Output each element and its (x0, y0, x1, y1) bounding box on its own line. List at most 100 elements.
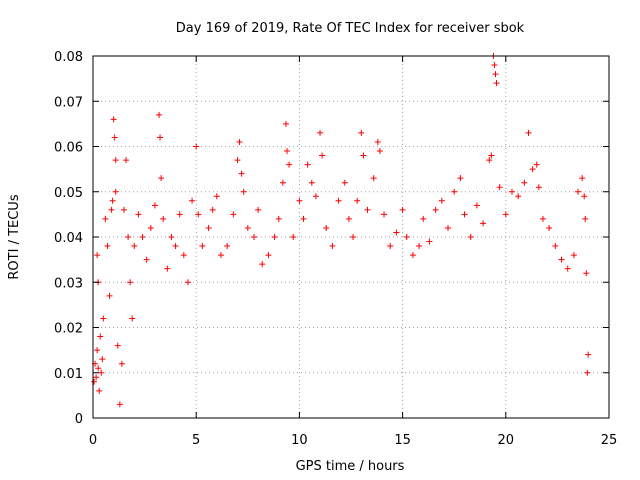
data-point (271, 234, 278, 240)
data-point (546, 224, 553, 231)
data-point (114, 342, 121, 349)
data-point (438, 197, 445, 204)
data-point (109, 197, 116, 204)
data-point (156, 111, 163, 118)
data-point (582, 215, 589, 222)
data-point (102, 215, 109, 222)
data-point (99, 356, 106, 363)
data-point (354, 197, 361, 204)
data-point (473, 202, 480, 209)
x-tick-label: 0 (89, 433, 97, 448)
y-tick-label: 0.08 (54, 50, 83, 65)
x-tick-label: 25 (601, 433, 618, 448)
data-point (205, 224, 212, 231)
data-point (491, 62, 498, 69)
data-point (184, 279, 191, 286)
data-point (341, 179, 348, 186)
data-point (108, 206, 115, 213)
data-point (112, 157, 119, 164)
data-point (284, 148, 291, 155)
data-point (234, 157, 241, 164)
data-point (193, 143, 200, 150)
y-tick-label: 0.06 (54, 141, 83, 156)
data-point (176, 211, 183, 218)
data-point (180, 252, 187, 259)
data-point (486, 157, 493, 164)
data-point (240, 188, 247, 195)
data-point (139, 234, 146, 240)
data-point (123, 157, 130, 164)
data-point (120, 206, 127, 213)
data-point (127, 279, 134, 286)
data-point (445, 224, 452, 231)
data-point (195, 211, 202, 218)
data-point (358, 129, 365, 136)
data-point (95, 365, 102, 372)
y-tick-label: 0 (75, 412, 83, 427)
data-point (236, 138, 243, 145)
data-point (409, 252, 416, 259)
grid-lines (93, 56, 609, 418)
data-point (558, 256, 565, 263)
data-point (393, 229, 400, 236)
data-point (584, 369, 591, 376)
data-point (244, 224, 251, 231)
data-point (581, 193, 588, 200)
data-point (467, 234, 474, 240)
data-point (98, 369, 105, 376)
data-point (290, 234, 297, 240)
data-point (286, 161, 293, 168)
data-point (110, 116, 117, 123)
data-point (238, 170, 245, 177)
data-point (94, 252, 101, 259)
data-point (147, 224, 154, 231)
data-point (112, 188, 119, 195)
data-point (492, 71, 499, 78)
data-point (151, 202, 158, 209)
x-tick-label: 15 (394, 433, 411, 448)
data-point (319, 152, 326, 159)
data-point (488, 152, 495, 159)
data-point (317, 129, 324, 136)
data-point (164, 265, 171, 272)
data-point (209, 206, 216, 213)
data-point (91, 378, 98, 385)
data-point (93, 374, 100, 381)
data-point (480, 220, 487, 227)
chart-title: Day 169 of 2019, Rate Of TEC Index for r… (176, 21, 525, 36)
data-point (111, 134, 118, 141)
data-point (296, 197, 303, 204)
y-tick-label: 0.04 (54, 231, 83, 246)
data-point (189, 197, 196, 204)
data-point (259, 261, 266, 268)
x-axis-label: GPS time / hours (296, 459, 405, 474)
x-tick-label: 20 (498, 433, 515, 448)
data-point (129, 315, 136, 322)
data-point (157, 134, 164, 141)
data-point (125, 234, 132, 240)
data-point (250, 234, 257, 240)
data-point (575, 188, 582, 195)
data-point (457, 175, 464, 182)
data-point (106, 292, 113, 299)
data-point (213, 193, 220, 200)
data-point (539, 215, 546, 222)
y-tick-label: 0.03 (54, 276, 83, 291)
data-point (300, 215, 307, 222)
data-point (521, 179, 528, 186)
data-point (224, 243, 231, 250)
data-point (199, 243, 206, 250)
data-point (585, 351, 592, 358)
data-point (135, 211, 142, 218)
data-point (265, 252, 272, 259)
data-point (525, 129, 532, 136)
data-point (94, 347, 101, 354)
y-tick-label: 0.07 (54, 95, 83, 110)
data-point (345, 215, 352, 222)
data-point (461, 211, 468, 218)
data-point (420, 215, 427, 222)
data-point (515, 193, 522, 200)
data-point (168, 234, 175, 240)
data-point (158, 175, 165, 182)
